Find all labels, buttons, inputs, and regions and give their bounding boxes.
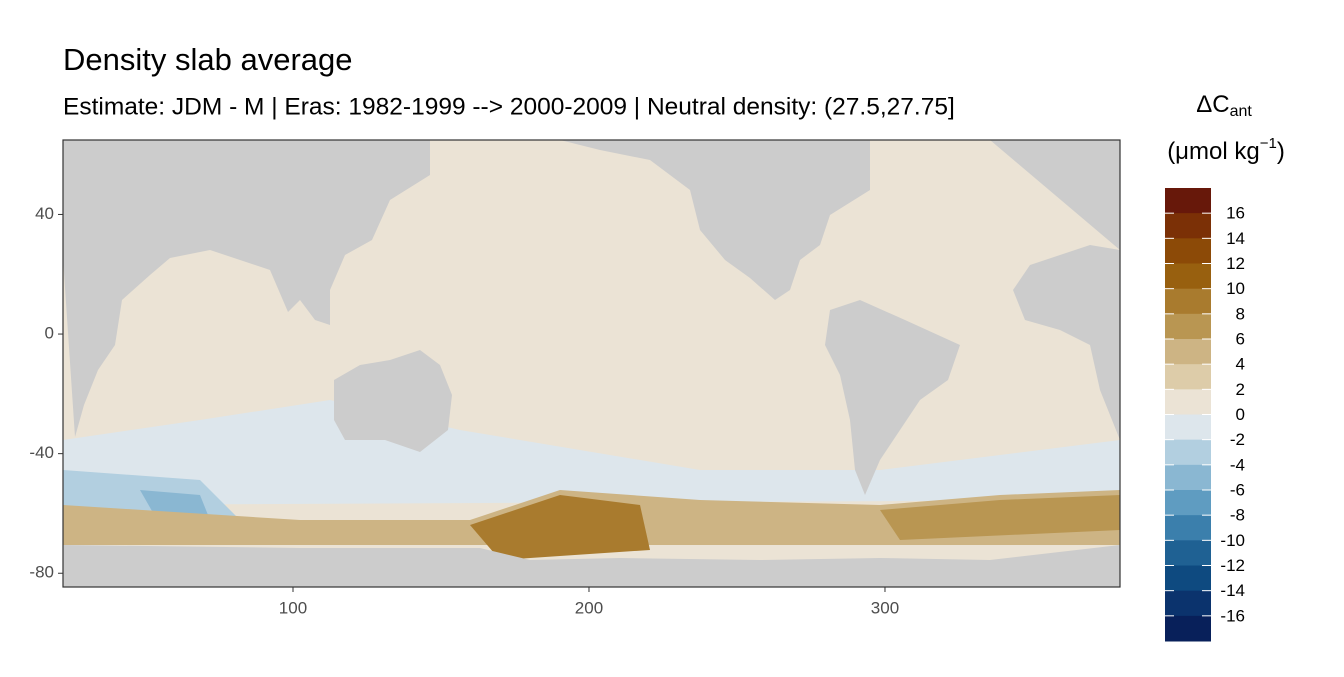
x-tick-label: 300 [871,598,899,617]
x-tick-label: 200 [575,598,603,617]
legend-label: -10 [1220,531,1245,550]
legend-key [1165,615,1211,642]
map-panel [62,139,1121,588]
legend-key [1165,540,1211,566]
land [990,140,1120,440]
legend-label: -8 [1230,506,1245,525]
legend-key [1165,515,1211,541]
y-tick-label: -40 [29,443,54,462]
land [560,140,870,300]
legend-label: 10 [1226,279,1245,298]
ocean-band [63,400,1120,505]
legend-key [1165,389,1211,415]
land [63,545,1120,587]
legend-unit-exp: −1 [1260,135,1277,152]
legend-title-main: ΔC [1196,91,1229,118]
legend-label: -16 [1220,606,1245,625]
legend-key [1165,188,1211,214]
legend-label: -6 [1230,480,1245,499]
legend-label: 8 [1236,304,1245,323]
panel-border [62,139,1121,588]
legend-key [1165,313,1211,340]
chart-title: Density slab average [63,42,353,77]
legend-label: 16 [1226,204,1245,223]
legend-label: -12 [1220,556,1245,575]
legend-key [1165,364,1211,390]
legend-title-sub: ant [1230,103,1253,120]
legend-unit-base: (μmol kg [1167,138,1260,165]
land [63,140,430,437]
legend-unit: (μmol kg−1) [1167,135,1285,165]
chart-subtitle: Estimate: JDM - M | Eras: 1982-1999 --> … [63,93,955,120]
legend-label: -4 [1230,455,1245,474]
legend-label: -2 [1230,430,1245,449]
legend-key [1165,213,1211,239]
legend-label: 0 [1236,405,1245,424]
legend-key [1165,565,1211,592]
ocean-band [880,495,1120,540]
ocean-band [470,495,650,560]
legend-key [1165,490,1211,516]
land [825,300,960,495]
legend-label: 2 [1236,380,1245,399]
legend-key [1165,439,1211,466]
y-tick-label: -80 [29,563,54,582]
y-tick-label: 40 [35,204,54,223]
legend-key [1165,339,1211,365]
legend-unit-close: ) [1277,138,1285,165]
legend-label: 6 [1236,329,1245,348]
legend-key [1165,590,1211,617]
y-tick-label: 0 [45,324,54,343]
legend-key [1165,464,1211,491]
legend-label: 4 [1236,355,1245,374]
legend-key [1165,263,1211,290]
legend-label: -14 [1220,581,1245,600]
legend-key [1165,238,1211,264]
legend-key [1165,414,1211,441]
legend-title: ΔCant [1196,91,1252,120]
legend-label: 14 [1226,229,1245,248]
land [334,350,452,452]
legend-key [1165,288,1211,315]
x-tick-label: 100 [279,598,307,617]
legend-label: 12 [1226,254,1245,273]
